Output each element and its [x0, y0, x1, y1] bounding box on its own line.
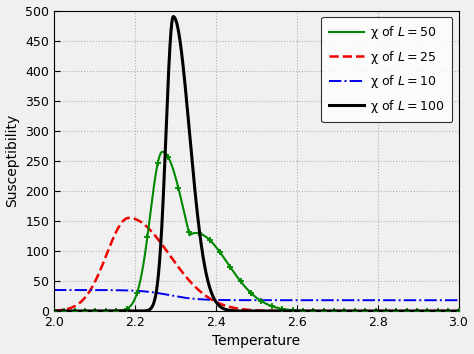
χ of $L=100$	[444, 309, 450, 313]
χ of $L=50$	[370, 309, 375, 313]
χ of $L=100$	[444, 309, 450, 313]
χ of $L=50$	[444, 309, 450, 313]
χ of $L=100$	[51, 309, 57, 313]
χ of $L=25$	[444, 309, 450, 313]
χ of $L=10$	[248, 298, 254, 302]
χ of $L=25$	[444, 309, 450, 313]
χ of $L=25$	[51, 309, 57, 313]
χ of $L=10$	[444, 298, 450, 302]
χ of $L=50$	[248, 291, 254, 295]
Line: χ of $L=50$: χ of $L=50$	[54, 152, 458, 311]
X-axis label: Temperature: Temperature	[212, 335, 301, 348]
χ of $L=100$	[248, 309, 254, 313]
χ of $L=100$	[171, 15, 176, 19]
χ of $L=25$	[72, 304, 77, 308]
χ of $L=10$	[456, 298, 461, 302]
χ of $L=10$	[51, 288, 57, 292]
χ of $L=25$	[248, 308, 254, 312]
Line: χ of $L=25$: χ of $L=25$	[54, 218, 458, 311]
χ of $L=50$	[160, 150, 165, 154]
χ of $L=10$	[370, 298, 375, 302]
χ of $L=50$	[456, 309, 461, 313]
χ of $L=25$	[237, 307, 243, 311]
χ of $L=100$	[456, 309, 461, 313]
χ of $L=25$	[126, 216, 132, 220]
χ of $L=25$	[370, 309, 375, 313]
χ of $L=100$	[72, 309, 77, 313]
χ of $L=10$	[72, 288, 77, 292]
Legend: χ of $L=50$, χ of $L=25$, χ of $L=10$, χ of $L=100$: χ of $L=50$, χ of $L=25$, χ of $L=10$, χ…	[321, 17, 452, 122]
χ of $L=50$	[51, 309, 57, 313]
Line: χ of $L=10$: χ of $L=10$	[54, 290, 458, 300]
χ of $L=50$	[237, 279, 243, 283]
Y-axis label: Susceptibility: Susceptibility	[6, 114, 19, 207]
χ of $L=10$	[444, 298, 449, 302]
χ of $L=100$	[370, 309, 375, 313]
χ of $L=50$	[444, 309, 450, 313]
χ of $L=50$	[72, 309, 77, 313]
χ of $L=25$	[456, 309, 461, 313]
χ of $L=100$	[237, 309, 243, 313]
Line: χ of $L=100$: χ of $L=100$	[54, 17, 458, 311]
χ of $L=10$	[237, 298, 243, 302]
